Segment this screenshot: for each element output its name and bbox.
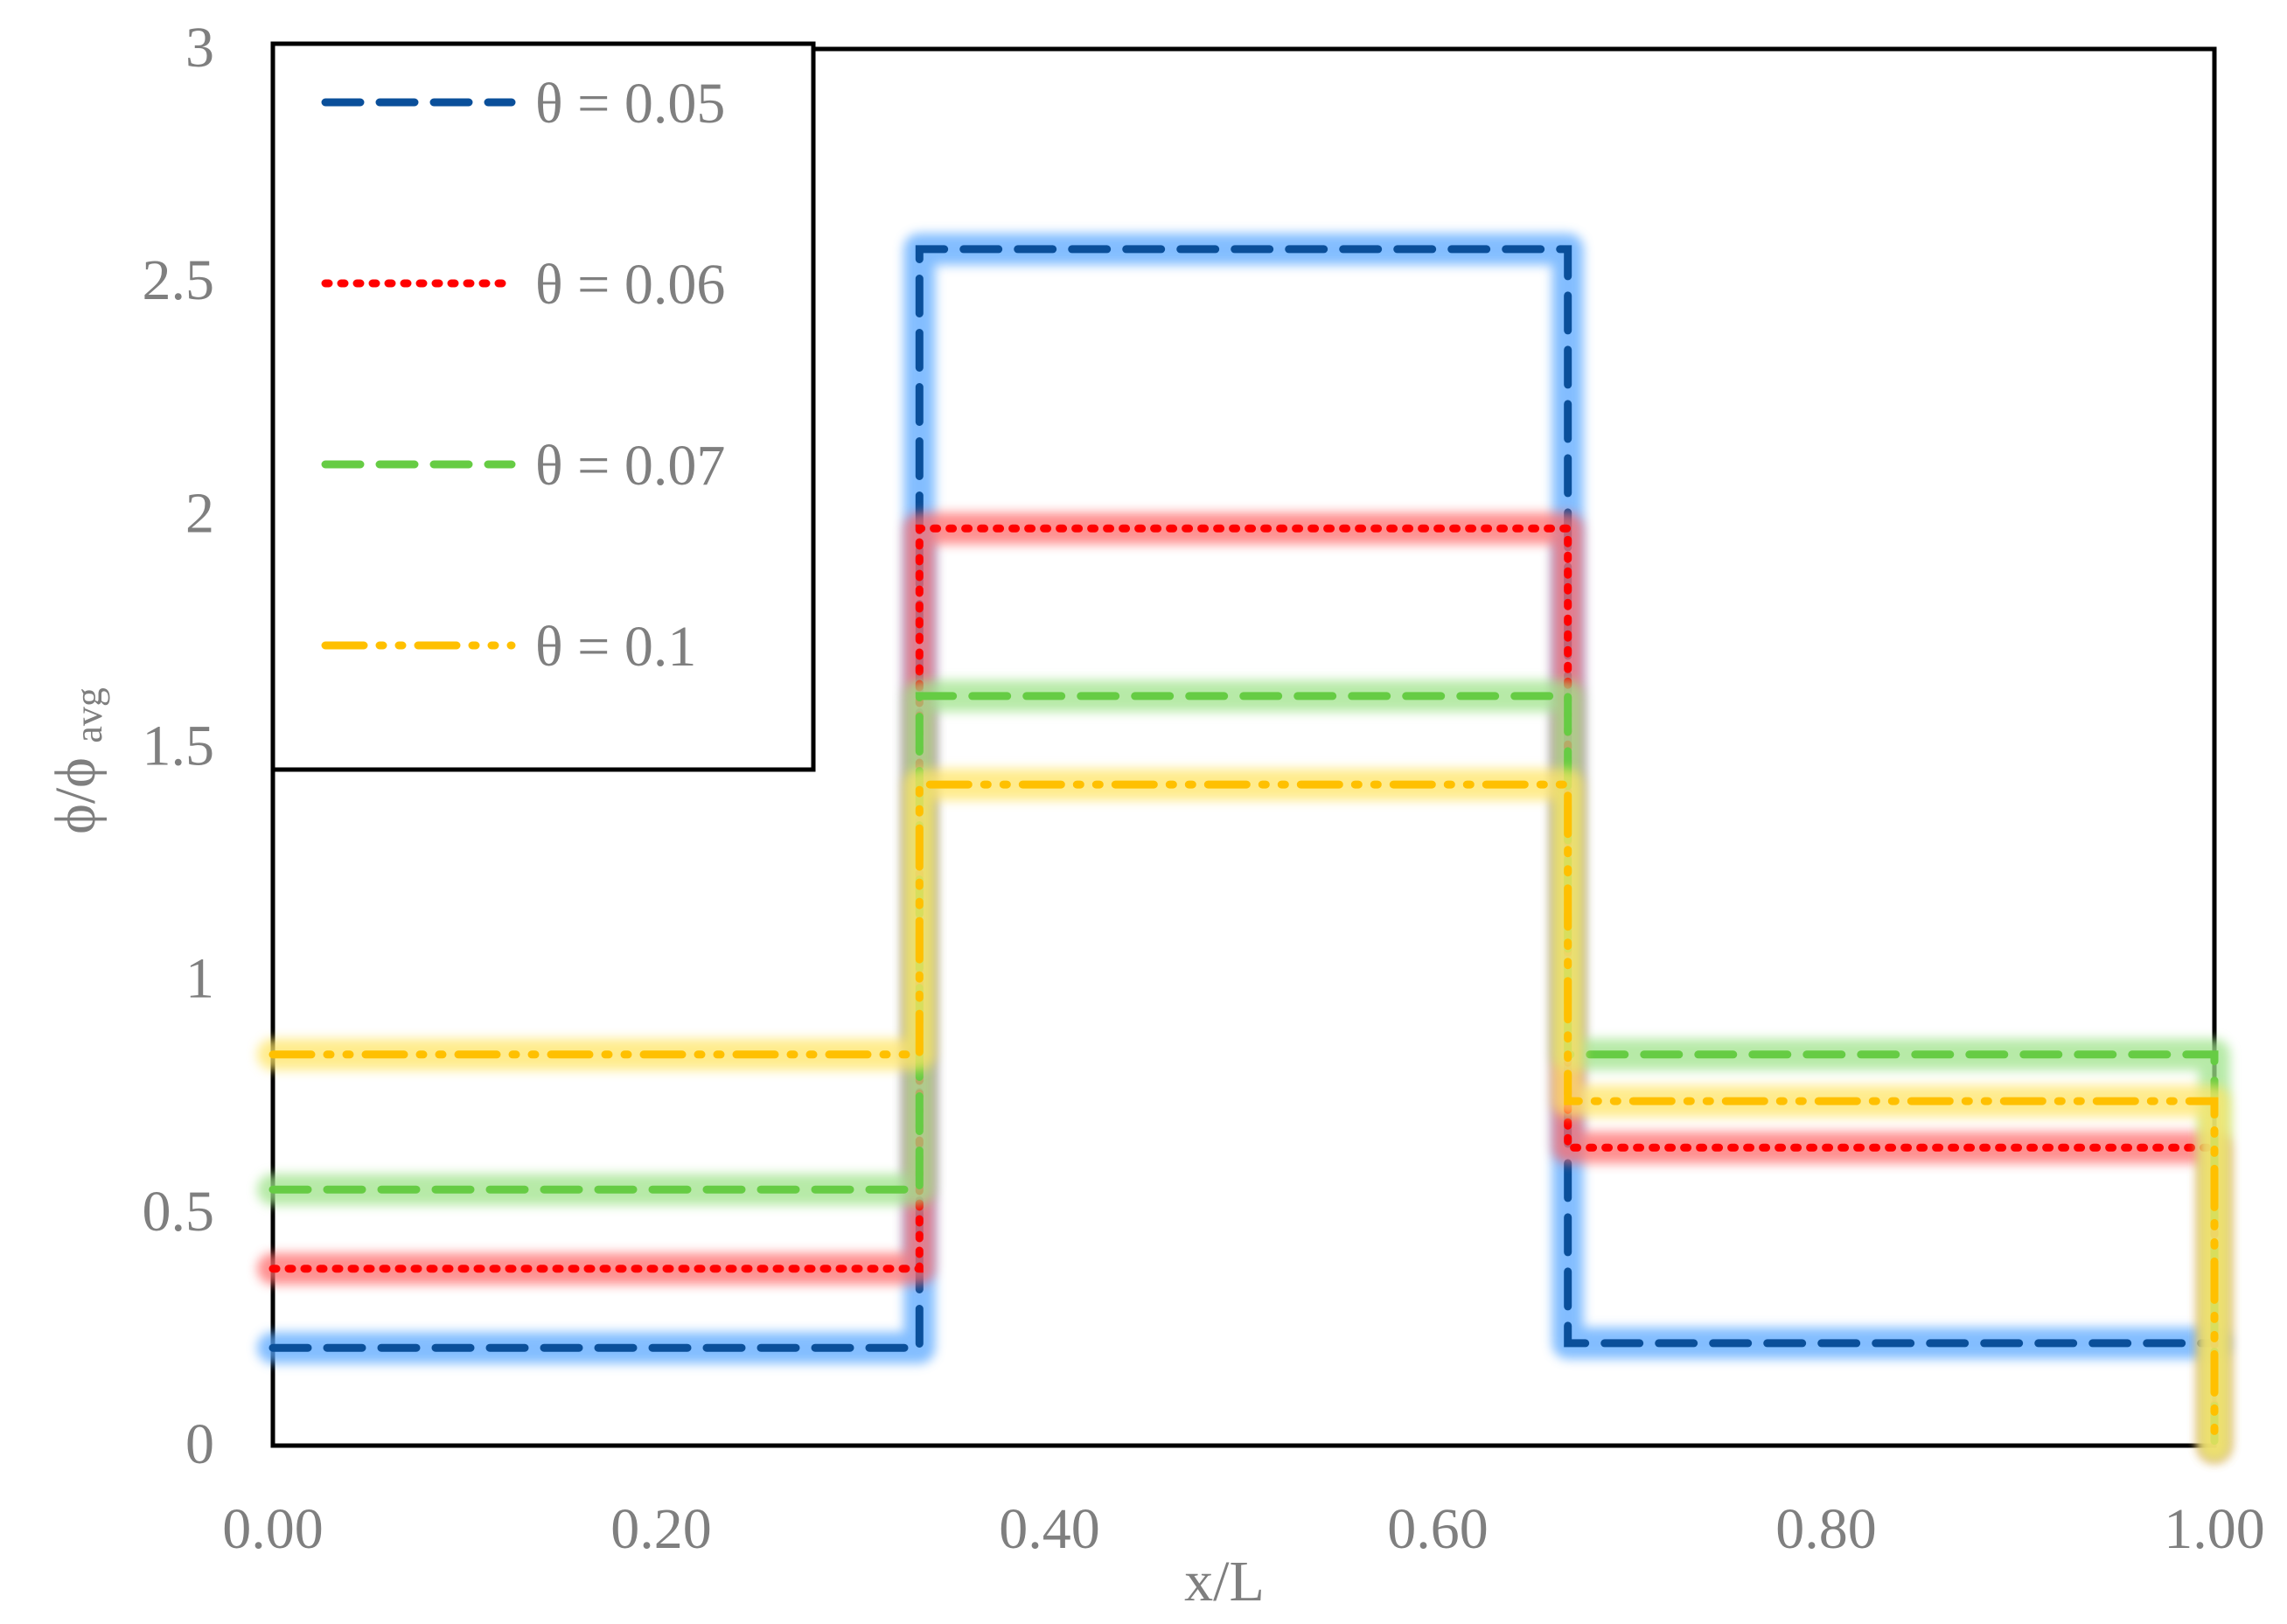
y-tick-label: 3 [185,16,214,80]
y-tick-label: 2 [185,481,214,545]
x-tick-label: 0.60 [1387,1497,1489,1561]
y-axis-title-subscript: avg [67,687,110,743]
svg-text:ϕ/ϕ avg: ϕ/ϕ avg [44,687,110,834]
x-tick-label: 0.40 [999,1497,1100,1561]
series-1-line [268,524,2219,1450]
x-tick-label: 0.00 [222,1497,324,1561]
legend-item-0: θ = 0.05 [321,72,725,136]
series-0 [257,233,2230,1364]
series-0-line [268,245,2219,1352]
y-tick-label: 0.5 [143,1180,215,1244]
x-tick-label: 1.00 [2164,1497,2265,1561]
y-axis-ticks: 0 0.5 1 1.5 2 2.5 3 [143,16,215,1476]
series-2 [257,680,2230,1461]
legend-item-3: θ = 0.1 [321,615,696,679]
y-tick-label: 1 [185,947,214,1011]
legend-label-0: θ = 0.05 [535,72,725,136]
y-tick-label: 2.5 [143,248,215,312]
x-tick-label: 0.20 [610,1497,712,1561]
legend: θ = 0.05 θ = 0.06 θ = 0.07 θ = 0.1 [270,41,816,772]
y-axis-title: ϕ/ϕ [44,757,108,834]
y-tick-label: 0 [185,1412,214,1476]
series-2-line [268,692,2219,1450]
x-axis-ticks: 0.00 0.20 0.40 0.60 0.80 1.00 [222,1497,2265,1561]
series-3-line [268,780,2219,1450]
y-axis-title-group: ϕ/ϕ avg [44,687,110,834]
y-tick-label: 1.5 [143,714,215,778]
series-3 [257,769,2230,1461]
series-layer [257,233,2230,1461]
x-axis-title: x/L [1184,1550,1265,1614]
legend-label-3: θ = 0.1 [535,615,696,679]
legend-label-1: θ = 0.06 [535,253,725,317]
x-tick-label: 0.80 [1775,1497,1877,1561]
legend-item-1: θ = 0.06 [321,253,725,317]
legend-item-2: θ = 0.07 [321,434,725,498]
legend-label-2: θ = 0.07 [535,434,725,498]
